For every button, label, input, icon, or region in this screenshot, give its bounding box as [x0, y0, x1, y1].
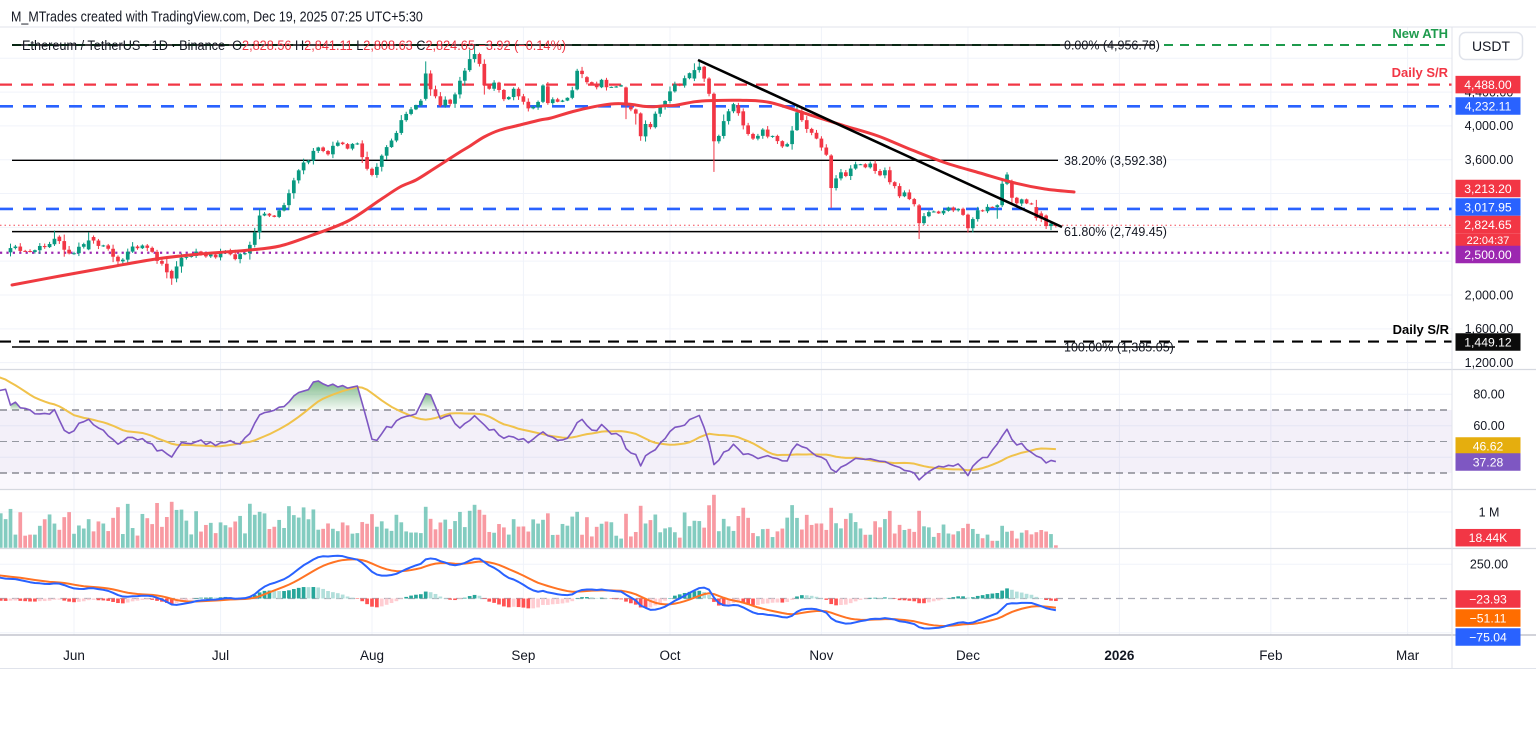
- svg-text:4,232.11: 4,232.11: [1465, 99, 1512, 113]
- svg-text:3,213.20: 3,213.20: [1464, 182, 1512, 196]
- svg-text:Jul: Jul: [212, 648, 229, 663]
- svg-text:Feb: Feb: [1259, 648, 1282, 663]
- svg-text:250.00: 250.00: [1470, 558, 1508, 572]
- svg-text:1,600.00: 1,600.00: [1465, 322, 1514, 336]
- svg-text:80.00: 80.00: [1473, 388, 1504, 402]
- svg-text:Dec: Dec: [956, 648, 980, 663]
- svg-text:2,000.00: 2,000.00: [1465, 288, 1514, 302]
- svg-text:38.20% (3,592.38): 38.20% (3,592.38): [1064, 154, 1167, 168]
- svg-text:−23.93: −23.93: [1469, 592, 1507, 606]
- svg-text:60.00: 60.00: [1473, 419, 1504, 433]
- svg-text:3,600.00: 3,600.00: [1465, 153, 1514, 167]
- svg-text:New ATH: New ATH: [1392, 26, 1448, 41]
- svg-text:2,500.00: 2,500.00: [1464, 248, 1512, 262]
- svg-text:61.80% (2,749.45): 61.80% (2,749.45): [1064, 225, 1167, 239]
- svg-text:Oct: Oct: [659, 648, 680, 663]
- svg-text:1 M: 1 M: [1479, 505, 1500, 519]
- svg-text:Daily S/R: Daily S/R: [1392, 65, 1449, 80]
- svg-text:−75.04: −75.04: [1469, 630, 1507, 644]
- svg-text:37.28: 37.28: [1473, 455, 1504, 469]
- svg-text:46.62: 46.62: [1473, 439, 1504, 453]
- svg-text:Aug: Aug: [360, 648, 384, 663]
- svg-text:Daily S/R: Daily S/R: [1393, 322, 1450, 337]
- svg-text:1,200.00: 1,200.00: [1465, 356, 1514, 370]
- svg-text:22:04:37: 22:04:37: [1467, 235, 1510, 247]
- svg-text:Mar: Mar: [1396, 648, 1420, 663]
- svg-text:18.44K: 18.44K: [1469, 531, 1508, 545]
- svg-text:Nov: Nov: [809, 648, 833, 663]
- svg-text:4,000.00: 4,000.00: [1465, 119, 1514, 133]
- svg-text:1,449.12: 1,449.12: [1464, 335, 1512, 349]
- svg-text:2,824.65: 2,824.65: [1464, 218, 1512, 232]
- svg-text:Sep: Sep: [511, 648, 535, 663]
- svg-text:Jun: Jun: [63, 648, 85, 663]
- svg-text:−51.11: −51.11: [1470, 611, 1507, 625]
- svg-text:2026: 2026: [1104, 648, 1135, 663]
- svg-text:M_MTrades created with Trading: M_MTrades created with TradingView.com, …: [11, 8, 423, 24]
- svg-text:USDT: USDT: [1472, 38, 1511, 54]
- svg-text:Ethereum / TetherUS · 1D · Bin: Ethereum / TetherUS · 1D · Binance O2,82…: [22, 37, 566, 53]
- svg-text:0.00% (4,956.78): 0.00% (4,956.78): [1064, 39, 1160, 53]
- svg-text:3,017.95: 3,017.95: [1464, 200, 1512, 214]
- svg-text:100.00% (1,385.05): 100.00% (1,385.05): [1064, 340, 1174, 354]
- svg-text:4,488.00: 4,488.00: [1464, 78, 1512, 92]
